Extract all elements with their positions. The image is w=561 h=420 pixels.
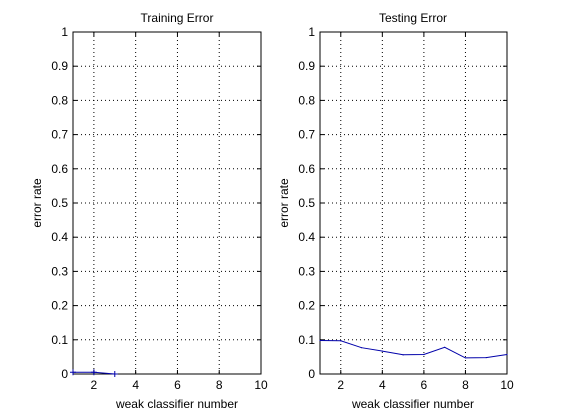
testing-error-chart: Testing Error weak classifier number err… bbox=[277, 11, 514, 411]
y-tick-label: 0.7 bbox=[51, 128, 68, 142]
x-tick-label: 10 bbox=[500, 378, 514, 392]
y-axis-label: error rate bbox=[277, 178, 291, 228]
data-point bbox=[90, 369, 97, 376]
y-tick-label: 1 bbox=[61, 25, 68, 39]
series-line bbox=[319, 340, 508, 359]
x-tick-label: 6 bbox=[421, 378, 428, 392]
y-tick-label: 0 bbox=[61, 367, 68, 381]
data-point bbox=[319, 339, 321, 342]
y-tick-label: 0 bbox=[308, 367, 315, 381]
data-point bbox=[111, 371, 118, 377]
x-tick-label: 2 bbox=[91, 378, 98, 392]
y-tick-label: 0.6 bbox=[51, 162, 68, 176]
x-tick-label: 6 bbox=[174, 378, 181, 392]
chart-title: Training Error bbox=[141, 11, 214, 25]
y-tick-label: 0.4 bbox=[51, 230, 68, 244]
y-tick-label: 0.1 bbox=[51, 333, 68, 347]
y-tick-label: 0.4 bbox=[298, 230, 315, 244]
x-axis-label: weak classifier number bbox=[351, 397, 474, 411]
y-tick-label: 0.8 bbox=[51, 93, 68, 107]
y-tick-label: 0.1 bbox=[298, 333, 315, 347]
y-tick-label: 0.7 bbox=[298, 128, 315, 142]
y-tick-label: 0.5 bbox=[51, 196, 68, 210]
x-tick-label: 4 bbox=[379, 378, 386, 392]
x-axis-label: weak classifier number bbox=[115, 397, 238, 411]
y-tick-label: 0.9 bbox=[298, 59, 315, 73]
y-tick-label: 0.8 bbox=[298, 93, 315, 107]
data-point bbox=[70, 369, 76, 376]
y-tick-label: 1 bbox=[308, 25, 315, 39]
data-point bbox=[485, 356, 487, 359]
y-tick-label: 0.2 bbox=[51, 299, 68, 313]
chart-title: Testing Error bbox=[379, 11, 447, 25]
data-point bbox=[360, 347, 363, 349]
data-point bbox=[464, 357, 467, 359]
x-tick-label: 8 bbox=[216, 378, 223, 392]
y-tick-label: 0.9 bbox=[51, 59, 68, 73]
data-point bbox=[506, 353, 508, 356]
data-point bbox=[402, 354, 404, 356]
y-tick-label: 0.3 bbox=[298, 264, 315, 278]
plot-area bbox=[320, 32, 507, 374]
data-point bbox=[381, 350, 383, 352]
x-tick-label: 4 bbox=[132, 378, 139, 392]
y-tick-label: 0.5 bbox=[298, 196, 315, 210]
y-tick-label: 0.3 bbox=[51, 264, 68, 278]
x-tick-label: 10 bbox=[254, 378, 268, 392]
y-axis-label: error rate bbox=[30, 178, 44, 228]
x-tick-label: 2 bbox=[337, 378, 344, 392]
y-tick-label: 0.2 bbox=[298, 299, 315, 313]
training-error-chart: Training Error weak classifier number er… bbox=[30, 11, 268, 411]
data-point bbox=[340, 340, 342, 342]
y-tick-label: 0.6 bbox=[298, 162, 315, 176]
data-point bbox=[444, 346, 446, 348]
x-tick-label: 8 bbox=[462, 378, 469, 392]
data-point bbox=[423, 353, 425, 356]
